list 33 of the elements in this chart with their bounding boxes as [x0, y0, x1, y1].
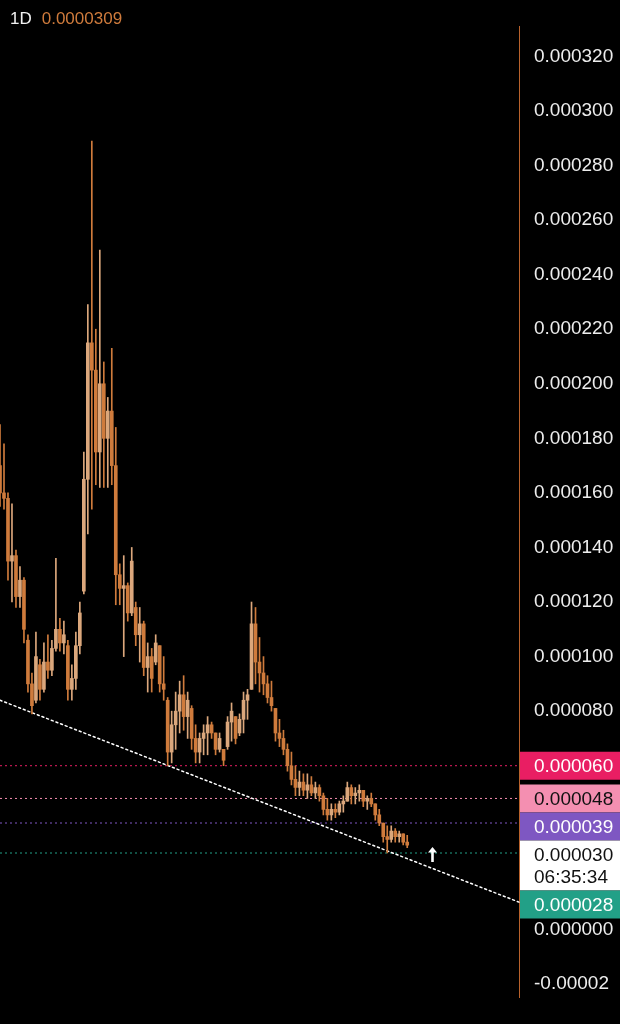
y-tick-label: -0.00002 [534, 972, 610, 994]
y-tick-label: 0.000300 [534, 99, 614, 121]
candlestick [357, 784, 362, 802]
y-tick-label: 0.000140 [534, 535, 614, 557]
candlestick [385, 825, 390, 854]
chart-subtitle: 0.0000309 [41, 9, 123, 28]
candlestick [365, 795, 370, 810]
candlestick [353, 787, 358, 805]
y-tick-label: 0.000180 [534, 426, 614, 448]
ref-line-label: 0.000028 [534, 893, 614, 915]
ref-line-label: 0.000060 [534, 754, 614, 776]
text: 0.000030 [534, 843, 614, 865]
y-tick-label: 0.000200 [534, 372, 614, 394]
y-tick-label: 0.000280 [534, 153, 614, 175]
y-tick-label: 0.000120 [534, 590, 614, 612]
candlestick [10, 503, 14, 603]
y-tick-label: 0.000080 [534, 699, 614, 721]
y-tick-label: 0.000100 [534, 644, 614, 666]
y-tick-label: 0.000240 [534, 262, 614, 284]
y-tick-label: 0.000320 [534, 44, 614, 66]
y-tick-label: 0.000160 [534, 481, 614, 503]
chart-title: 1D [10, 9, 32, 28]
text: 06:35:34 [534, 865, 609, 887]
ref-line-label: 0.000039 [534, 815, 614, 837]
candlestick [137, 607, 142, 663]
candlestick [89, 140, 94, 510]
y-tick-label: 0.000260 [534, 208, 614, 230]
y-tick-label: 0.000220 [534, 317, 614, 339]
candlestick [46, 634, 50, 679]
y-tick-label: 0.000000 [534, 917, 614, 939]
candlestick [405, 834, 410, 848]
candlestick [121, 555, 126, 657]
ref-line-label: 0.000048 [534, 787, 614, 809]
